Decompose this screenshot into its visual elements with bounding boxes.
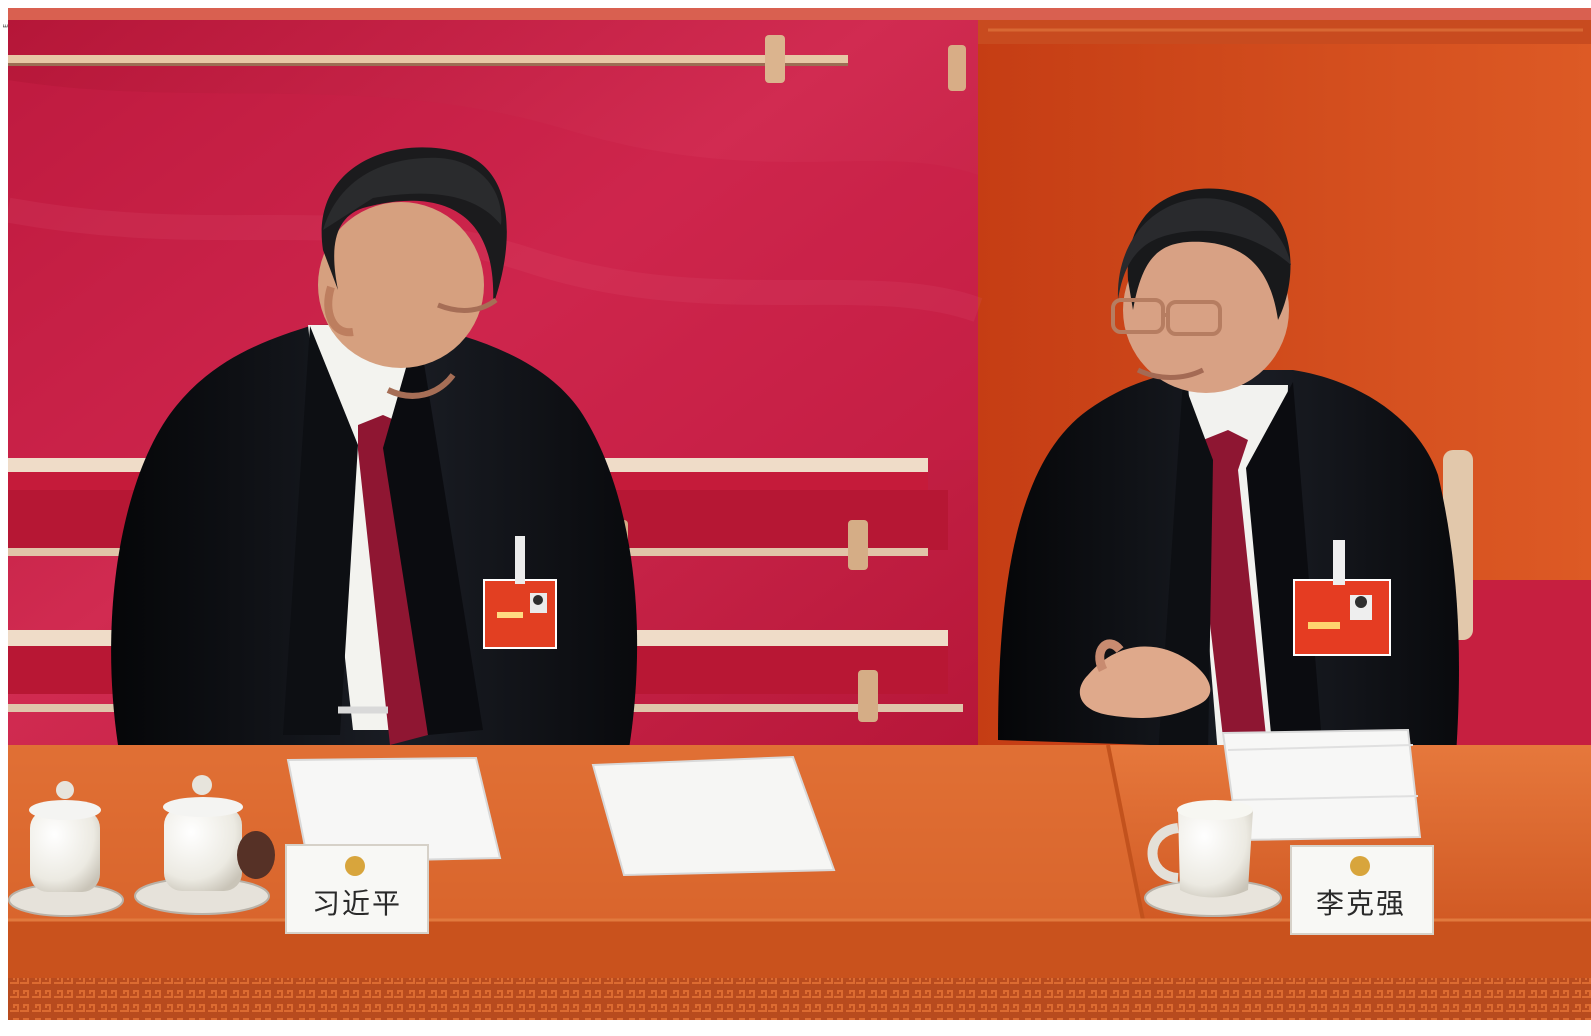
top-red-strip — [8, 8, 1591, 21]
desk-papers — [286, 728, 1422, 877]
wood-panel-top-band — [978, 20, 1591, 44]
right-delegate — [998, 188, 1459, 755]
right-nameplate: 李克强 — [1290, 845, 1434, 935]
left-nameplate: 习近平 — [285, 844, 429, 934]
velvet-highlight — [8, 197, 983, 322]
right-teacup — [1144, 800, 1282, 917]
right-nameplate-name: 李克强 — [1316, 887, 1406, 920]
left-nameplate-name: 习近平 — [312, 887, 402, 920]
photograph-svg: 习近平 李克强 — [8, 20, 1591, 1020]
left-teacups — [8, 775, 275, 917]
left-delegate — [111, 147, 638, 755]
meeting-photograph: 习近平 李克强 — [8, 20, 1591, 1020]
side-caption: Ǝ — [1, 24, 8, 28]
